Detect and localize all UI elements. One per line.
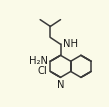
Text: N: N: [57, 80, 64, 90]
Text: H₂N: H₂N: [29, 56, 48, 66]
Text: NH: NH: [63, 39, 78, 49]
Text: Cl: Cl: [37, 66, 47, 76]
